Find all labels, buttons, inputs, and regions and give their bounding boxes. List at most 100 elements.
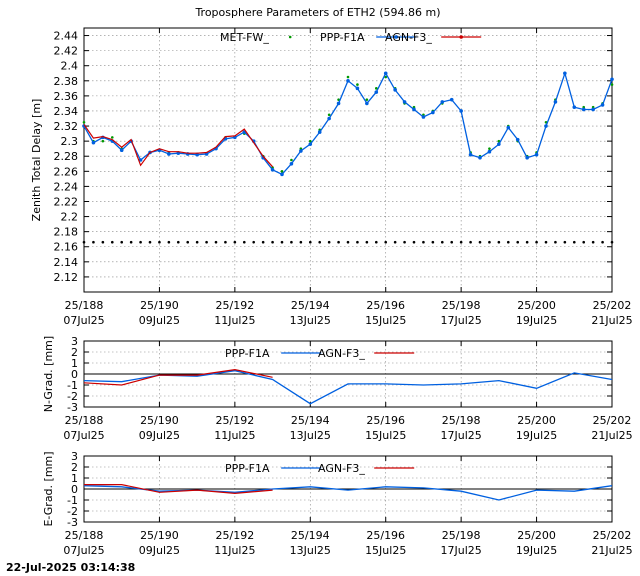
x-tick-label-date: 13Jul25 — [290, 314, 331, 327]
data-point-ppp — [355, 86, 360, 91]
data-point-ppp — [610, 77, 614, 82]
x-tick-label-date: 19Jul25 — [516, 544, 557, 557]
data-point-ppp — [393, 88, 397, 92]
x-tick-label-doy: 25/194 — [291, 299, 330, 312]
data-point-ppp — [459, 109, 463, 113]
x-tick-label-date: 15Jul25 — [365, 314, 406, 327]
x-tick-label-date: 07Jul25 — [63, 314, 104, 327]
legend-label-met: MET-FW_ — [220, 31, 269, 44]
data-point-ref — [186, 240, 190, 244]
x-tick-label-date: 19Jul25 — [516, 429, 557, 442]
y-tick-label: 2.3 — [61, 135, 79, 148]
x-tick-label-doy: 25/194 — [291, 414, 330, 427]
data-point-ref — [525, 240, 529, 244]
y-tick-label: 2.38 — [54, 75, 79, 88]
x-tick-label-date: 21Jul25 — [591, 314, 632, 327]
data-point-met — [365, 98, 369, 101]
data-point-met — [374, 87, 378, 90]
y-axis-label: Zenith Total Delay [m] — [30, 99, 43, 222]
data-point-ref — [591, 240, 595, 244]
data-point-ppp — [167, 152, 171, 156]
data-point-ref — [440, 240, 444, 244]
data-point-ref — [82, 240, 86, 244]
legend-marker-agn — [459, 35, 464, 39]
data-point-ppp — [487, 149, 492, 154]
data-point-met — [290, 158, 293, 162]
data-point-ref — [478, 240, 482, 244]
x-tick-label-date: 11Jul25 — [214, 544, 255, 557]
y-tick-label: 1 — [71, 357, 78, 370]
y-tick-label: -3 — [67, 516, 78, 529]
data-point-ppp — [506, 125, 511, 130]
data-point-ppp — [383, 71, 388, 76]
y-tick-label: 2.34 — [54, 105, 79, 118]
data-point-ref — [129, 240, 133, 244]
data-point-ppp — [534, 152, 539, 157]
x-tick-label-doy: 25/192 — [216, 414, 255, 427]
data-point-ref — [412, 240, 416, 244]
data-point-ref — [365, 240, 369, 244]
data-point-ppp — [91, 140, 96, 145]
data-point-ref — [271, 240, 274, 244]
y-tick-label: 3 — [71, 450, 78, 463]
legend-label-ppp: PPP-F1A — [225, 462, 270, 475]
data-point-ref — [431, 240, 435, 244]
data-point-ref — [356, 240, 359, 244]
data-point-ref — [488, 240, 491, 244]
data-point-met — [488, 147, 491, 150]
x-tick-label-date: 11Jul25 — [214, 314, 255, 327]
data-point-ppp — [572, 105, 577, 109]
x-tick-label-date: 13Jul25 — [290, 544, 331, 557]
legend-label-agn: AGN-F3_ — [318, 462, 365, 475]
y-tick-label: 2.42 — [54, 45, 79, 58]
data-point-ref — [195, 240, 199, 244]
data-point-ref — [554, 240, 557, 244]
data-point-ppp — [497, 142, 501, 146]
data-point-ref — [120, 240, 124, 244]
x-tick-label-date: 17Jul25 — [441, 314, 482, 327]
data-point-ref — [544, 240, 548, 244]
x-tick-label-doy: 25/198 — [442, 529, 481, 542]
data-point-ppp — [468, 152, 473, 157]
data-point-ref — [497, 240, 501, 244]
y-tick-label: 2.18 — [54, 226, 79, 239]
y-tick-label: 2.14 — [54, 256, 79, 269]
x-tick-label-date: 15Jul25 — [365, 429, 406, 442]
y-tick-label: -3 — [67, 401, 78, 414]
series-line-ppp — [83, 485, 613, 501]
y-tick-label: 2 — [71, 461, 78, 474]
data-point-ref — [469, 240, 472, 244]
series-line-agn — [83, 368, 273, 386]
data-point-ref — [572, 240, 576, 244]
data-point-ppp — [308, 142, 313, 146]
data-point-ref — [205, 240, 208, 244]
data-point-ref — [308, 240, 312, 244]
y-tick-label: 0 — [71, 483, 78, 496]
x-tick-label-doy: 25/188 — [65, 529, 104, 542]
x-tick-label-doy: 25/200 — [517, 299, 556, 312]
data-point-ref — [318, 240, 322, 244]
data-point-ppp — [581, 107, 586, 112]
data-point-ppp — [431, 110, 435, 115]
y-tick-label: 2.4 — [61, 60, 79, 73]
data-point-ref — [101, 240, 105, 244]
y-tick-label: 2.22 — [54, 195, 79, 208]
x-tick-label-doy: 25/188 — [65, 299, 104, 312]
x-tick-label-doy: 25/194 — [291, 529, 330, 542]
series-line-agn — [83, 124, 274, 168]
data-point-ppp — [374, 90, 379, 94]
x-tick-label-date: 07Jul25 — [63, 544, 104, 557]
y-tick-label: 3 — [71, 335, 78, 348]
data-point-ref — [327, 240, 331, 244]
legend-label-ppp: PPP-F1A — [320, 31, 365, 44]
data-point-ref — [506, 240, 510, 244]
data-point-ref — [176, 240, 180, 244]
data-point-ref — [563, 240, 567, 244]
x-tick-label-doy: 25/196 — [366, 529, 405, 542]
data-point-ppp — [591, 107, 595, 112]
legend-label-ppp: PPP-F1A — [225, 347, 270, 360]
x-tick-label-doy: 25/196 — [366, 414, 405, 427]
series-agn — [83, 368, 273, 386]
series-ref — [82, 240, 614, 244]
